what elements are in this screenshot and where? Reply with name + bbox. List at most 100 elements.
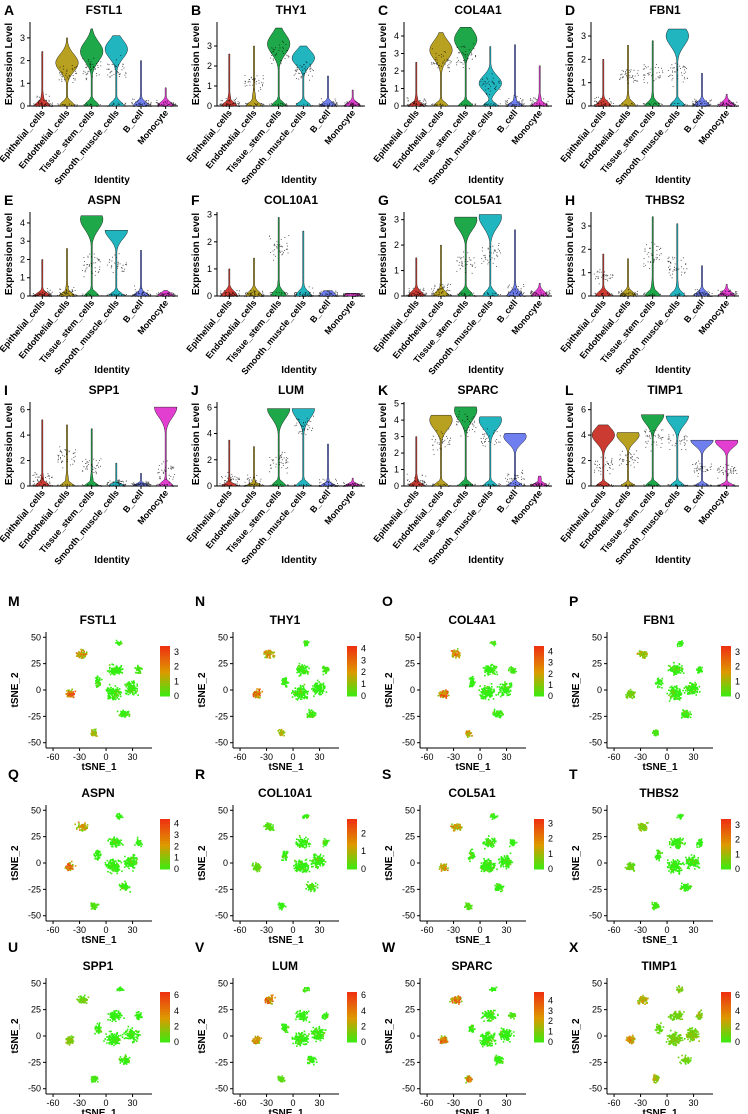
legend-gradient-segment [721,994,731,998]
tsne-points [295,836,312,849]
legend-tick-label: 3 [361,655,366,665]
tsne-points [676,1013,678,1016]
legend-tick-label: 4 [361,1006,366,1016]
y-tick-label: 3 [207,41,212,51]
legend-tick-label: 6 [174,990,179,1000]
y-tick-label: 0 [223,1031,228,1041]
legend-gradient-segment [534,648,544,652]
tsne-points [253,691,256,693]
legend-gradient-segment [160,1004,170,1008]
tsne-points [690,1035,692,1038]
violin-shape [319,75,337,107]
legend-tick-label: 0 [361,864,366,874]
jitter-points [82,458,103,487]
y-tick-label: 2 [207,237,212,247]
tsne-points [442,690,445,692]
gene-title: COL4A1 [448,613,496,627]
gene-title: FSTL1 [86,3,123,17]
legend-gradient-segment [721,1039,731,1043]
tsne-points [632,691,636,698]
tsne-points [459,829,461,831]
legend-gradient-segment [160,673,170,677]
legend-gradient-segment [347,666,357,669]
tsne-points [455,825,457,828]
tsne-points [655,730,658,734]
gene-title: COL5A1 [454,193,502,207]
x-tick-label: 30 [315,1098,325,1108]
tsne-points [269,1000,271,1002]
tsne-points [656,1031,659,1034]
y-tick-label: 0 [581,481,586,491]
gene-title: FSTL1 [80,613,117,627]
tsne-points [454,997,456,1000]
tsne-points [93,907,96,909]
jitter-points [406,473,427,487]
tsne-points [455,1001,458,1003]
legend-gradient-segment [347,1032,357,1035]
tsne-points [90,729,93,731]
y-tick-label: 1 [207,264,212,274]
tsne-points [498,1027,515,1043]
panel-letter: F [191,192,200,208]
tsne-points [644,656,646,658]
tsne-points [283,734,285,737]
category-label: B_cell [121,488,146,515]
tsne-points [282,855,287,858]
legend-tick-label: 1 [174,853,179,863]
tsne-points [267,997,271,1001]
tsne-points [442,1038,444,1041]
legend-gradient-segment [160,851,170,855]
tsne-points [255,1037,258,1040]
tsne-points [668,1040,670,1043]
y-tick-label: 25 [405,832,415,842]
panel-letter: H [565,192,575,208]
legend-gradient-segment [347,1027,357,1030]
tsne-points [72,868,74,870]
tsne-points [444,867,446,869]
tsne-panel-N: N THY1 50 25 0 -25 -50 -60 -30 0 30 tSNE_1 tSNE_2 0 1 2… [195,593,366,773]
tsne-points [70,1037,72,1040]
tsne-points [267,654,270,656]
tsne-points [697,1017,699,1019]
x-tick-label: 30 [502,925,512,935]
legend-tick-label: 2 [361,667,366,677]
tsne-points [673,1017,675,1019]
violin-shape [503,433,527,487]
y-axis-label: Expression Level [378,23,389,105]
tsne-points [480,1009,499,1022]
tsne-points [451,1000,460,1005]
x-axis-label: tSNE_1 [268,1108,303,1114]
legend-gradient-segment [534,999,544,1003]
legend-gradient-segment [347,994,357,998]
y-axis-label: Expression Level [565,23,576,105]
violin-shape [245,257,263,297]
tsne-points [303,640,310,647]
tsne-points [67,1036,69,1039]
tsne-points [457,823,460,826]
legend-tick-label: 1 [735,849,740,859]
tsne-points [629,1039,632,1042]
tsne-points [83,650,85,653]
legend-gradient-segment [160,992,170,995]
violin-shape [693,265,711,297]
tsne-points [138,671,140,673]
tsne-points [674,1016,677,1018]
tsne-panel-X: X TIMP1 50 25 0 -25 -50 -60 -30 0 30 tSNE_1 tSNE_2 0 2… [569,939,740,1114]
panel-letter: O [382,593,393,609]
legend-gradient-segment [534,1027,544,1030]
tsne-points [94,675,103,688]
tsne-points [681,987,683,990]
legend-gradient-segment [721,1009,731,1013]
tsne-points [514,1014,517,1016]
violin-shape [665,28,689,107]
legend-gradient-segment [347,819,357,822]
legend-gradient-segment [160,1027,170,1030]
y-tick-label: 0 [597,685,602,695]
y-tick-label: -25 [28,1057,41,1067]
tsne-points [642,654,645,656]
tsne-points [257,866,260,869]
legend-gradient-segment [721,1029,731,1033]
y-tick-label: 2 [581,244,586,254]
jitter-points [318,290,339,297]
